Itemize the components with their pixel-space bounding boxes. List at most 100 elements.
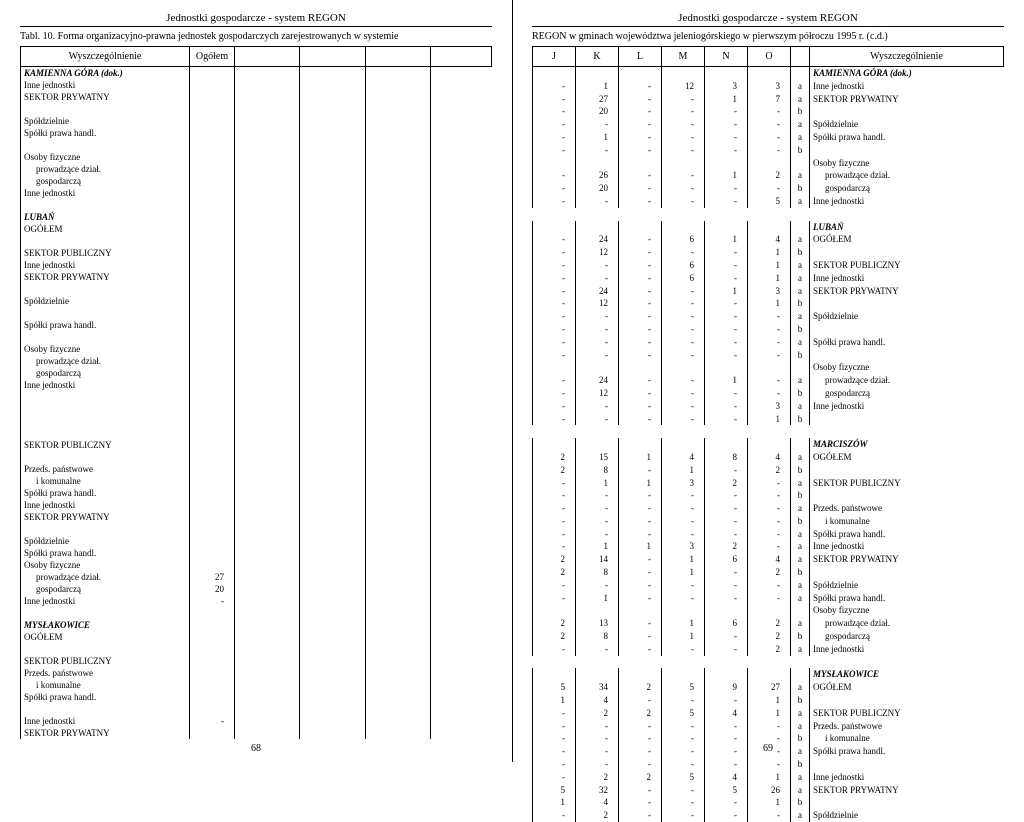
row-label-right [810, 489, 1004, 502]
row-tag: b [791, 182, 810, 195]
row-tag: b [791, 489, 810, 502]
cell [748, 604, 791, 617]
table-row [21, 427, 492, 439]
cell [662, 361, 705, 374]
cell: - [748, 105, 791, 118]
row-blank [431, 139, 492, 151]
row-label: Inne jednostki [21, 595, 190, 607]
row-blank [235, 547, 300, 559]
row-tag [791, 604, 810, 617]
row-ogolem [190, 367, 235, 379]
col-m: M [662, 47, 705, 67]
row-blank [300, 475, 365, 487]
cell: - [748, 502, 791, 515]
cell: - [619, 694, 662, 707]
cell: - [576, 579, 619, 592]
row-blank [235, 475, 300, 487]
cell: 24 [576, 374, 619, 387]
col-o: O [748, 47, 791, 67]
row-ogolem: 20 [190, 583, 235, 595]
cell [662, 157, 705, 170]
cell: - [662, 592, 705, 605]
row-tag [791, 67, 810, 80]
row-blank [235, 643, 300, 655]
row-blank [431, 511, 492, 523]
cell: 3 [705, 80, 748, 93]
row-blank [431, 367, 492, 379]
row-blank [300, 127, 365, 139]
cell: - [662, 694, 705, 707]
right-header: Jednostki gospodarcze - system REGON [532, 12, 1004, 27]
row-label-right [810, 758, 1004, 771]
row-ogolem [190, 319, 235, 331]
cell [705, 438, 748, 451]
row-label: Osoby fizyczne [21, 151, 190, 163]
row-blank [235, 319, 300, 331]
table-row [21, 415, 492, 427]
row-blank [300, 379, 365, 391]
row-tag [791, 668, 810, 681]
cell: 20 [576, 182, 619, 195]
cell: - [662, 285, 705, 298]
cell: - [705, 758, 748, 771]
cell: - [705, 297, 748, 310]
table-row: -1----aSpółki prawa handl. [533, 592, 1004, 605]
row-blank [431, 199, 492, 211]
cell [705, 361, 748, 374]
row-blank [431, 631, 492, 643]
row-blank [300, 703, 365, 715]
table-row: -24--13aSEKTOR PRYWATNY [533, 285, 1004, 298]
row-tag: a [791, 400, 810, 413]
row-blank [300, 487, 365, 499]
col-blank-3 [365, 47, 430, 67]
cell: - [533, 182, 576, 195]
cell: - [619, 93, 662, 106]
row-tag: a [791, 707, 810, 720]
cell: - [619, 630, 662, 643]
cell: - [576, 323, 619, 336]
row-tag: a [791, 784, 810, 797]
cell: 1 [748, 796, 791, 809]
row-blank [431, 499, 492, 511]
row-blank [431, 643, 492, 655]
table-row: SEKTOR PUBLICZNY [21, 655, 492, 667]
cell: - [619, 169, 662, 182]
row-blank [235, 331, 300, 343]
cell: - [662, 720, 705, 733]
cell: - [619, 553, 662, 566]
row-label-right: SEKTOR PUBLICZNY [810, 477, 1004, 490]
cell: - [576, 502, 619, 515]
cell [705, 668, 748, 681]
row-label-right [810, 323, 1004, 336]
table-row: i komunalne [21, 679, 492, 691]
row-label-right: Inne jednostki [810, 643, 1004, 656]
row-label: SEKTOR PRYWATNY [21, 511, 190, 523]
cell [533, 361, 576, 374]
row-label-right: Spółki prawa handl. [810, 592, 1004, 605]
cell: - [705, 413, 748, 426]
cell: - [662, 784, 705, 797]
cell: - [619, 720, 662, 733]
row-blank [431, 295, 492, 307]
table-row: -12---1b [533, 246, 1004, 259]
row-label: Osoby fizyczne [21, 559, 190, 571]
table-row: 2151484aOGÓŁEM [533, 451, 1004, 464]
row-blank [431, 343, 492, 355]
row-blank [235, 355, 300, 367]
row-blank [365, 451, 430, 463]
row-blank [365, 523, 430, 535]
cell: 4 [662, 451, 705, 464]
table-row [21, 331, 492, 343]
cell: 1 [576, 477, 619, 490]
row-blank [235, 631, 300, 643]
row-label-right: SEKTOR PRYWATNY [810, 93, 1004, 106]
table-row: Inne jednostki [21, 187, 492, 199]
row-blank [431, 439, 492, 451]
row-ogolem [190, 283, 235, 295]
row-blank [365, 223, 430, 235]
row-tag: a [791, 771, 810, 784]
row-blank [235, 235, 300, 247]
cell [662, 604, 705, 617]
cell: 2 [533, 617, 576, 630]
table-row: Inne jednostki [21, 499, 492, 511]
